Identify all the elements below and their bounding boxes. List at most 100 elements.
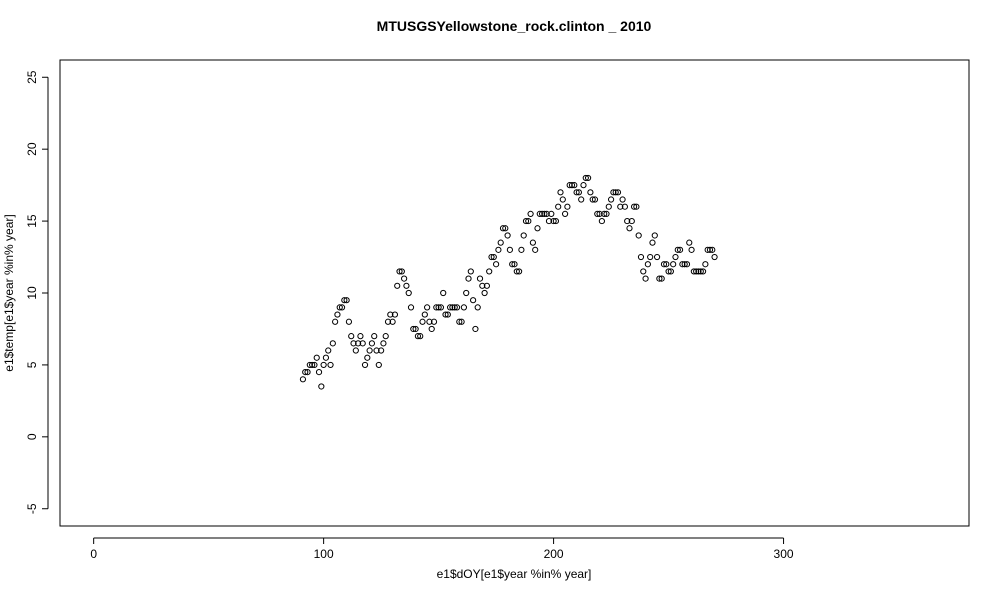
point — [373, 347, 380, 354]
point — [582, 174, 589, 182]
point — [394, 282, 401, 289]
plot-frame — [59, 59, 970, 527]
point — [653, 253, 661, 261]
point — [607, 196, 615, 203]
point — [474, 304, 481, 311]
point — [518, 246, 525, 253]
point — [511, 261, 518, 268]
point — [479, 282, 486, 289]
point — [676, 246, 684, 253]
point — [456, 318, 463, 325]
point — [470, 297, 477, 304]
point — [490, 253, 497, 261]
chart-title: MTUSGSYellowstone_rock.clinton _ 2010 — [377, 18, 652, 34]
point — [658, 275, 665, 282]
point — [341, 297, 348, 304]
x-axis-label: e1$dOY[e1$year %in% year] — [437, 567, 592, 581]
point — [467, 268, 474, 275]
point — [559, 196, 566, 203]
point — [637, 253, 645, 261]
point — [428, 325, 435, 333]
point — [403, 282, 410, 289]
point — [506, 246, 514, 253]
point — [440, 289, 447, 297]
point — [435, 304, 442, 311]
point — [447, 304, 454, 311]
point — [334, 311, 341, 318]
point — [414, 333, 422, 340]
point — [366, 347, 373, 354]
point — [458, 318, 465, 325]
y-tick-label: 10 — [25, 286, 39, 300]
point — [345, 318, 353, 325]
point — [619, 196, 626, 203]
point — [315, 369, 323, 376]
point — [384, 318, 392, 325]
point — [311, 361, 318, 369]
point — [348, 333, 355, 340]
point — [534, 225, 541, 232]
point — [709, 246, 716, 253]
point — [371, 333, 378, 340]
x-tick-label: 100 — [314, 547, 334, 561]
point — [322, 354, 330, 361]
point — [711, 253, 718, 261]
point — [591, 196, 599, 203]
point — [332, 318, 339, 325]
point — [663, 261, 670, 268]
point — [509, 261, 516, 268]
point — [378, 347, 385, 354]
y-tick-label: -5 — [25, 503, 39, 514]
point — [644, 261, 651, 268]
y-axis-label: e1$temp[e1$year %in% year] — [2, 214, 16, 371]
point — [325, 347, 332, 354]
point — [596, 210, 603, 217]
point — [548, 210, 555, 217]
point — [481, 289, 488, 297]
point — [336, 304, 343, 311]
point — [504, 232, 511, 239]
point — [437, 304, 445, 311]
point — [580, 182, 587, 189]
point — [391, 311, 399, 318]
point — [412, 325, 419, 333]
y-tick-label: 20 — [25, 142, 39, 156]
point — [564, 203, 571, 210]
point — [359, 340, 366, 347]
point — [601, 210, 608, 217]
point — [704, 246, 711, 253]
point — [352, 347, 359, 354]
point — [449, 304, 456, 311]
point — [497, 239, 504, 246]
point — [426, 318, 433, 325]
point — [630, 203, 638, 210]
point — [612, 189, 619, 196]
point — [561, 210, 569, 217]
point — [647, 253, 654, 261]
y-tick-label: 15 — [25, 214, 39, 228]
point — [681, 261, 688, 268]
point — [683, 261, 691, 268]
point — [350, 340, 357, 347]
point — [522, 217, 530, 225]
point — [460, 304, 468, 311]
point — [598, 217, 605, 225]
point — [338, 304, 346, 311]
point — [380, 340, 387, 347]
x-tick-label: 300 — [774, 547, 794, 561]
point — [557, 189, 564, 196]
point — [368, 340, 376, 347]
point — [552, 217, 559, 225]
point — [617, 203, 624, 210]
point — [320, 361, 327, 369]
point — [463, 289, 470, 297]
point — [329, 340, 336, 347]
point — [686, 239, 693, 246]
point — [357, 333, 364, 340]
point — [302, 369, 309, 376]
point — [488, 253, 495, 261]
point — [578, 196, 585, 203]
point — [419, 318, 426, 325]
point — [571, 182, 578, 189]
point — [476, 275, 484, 282]
